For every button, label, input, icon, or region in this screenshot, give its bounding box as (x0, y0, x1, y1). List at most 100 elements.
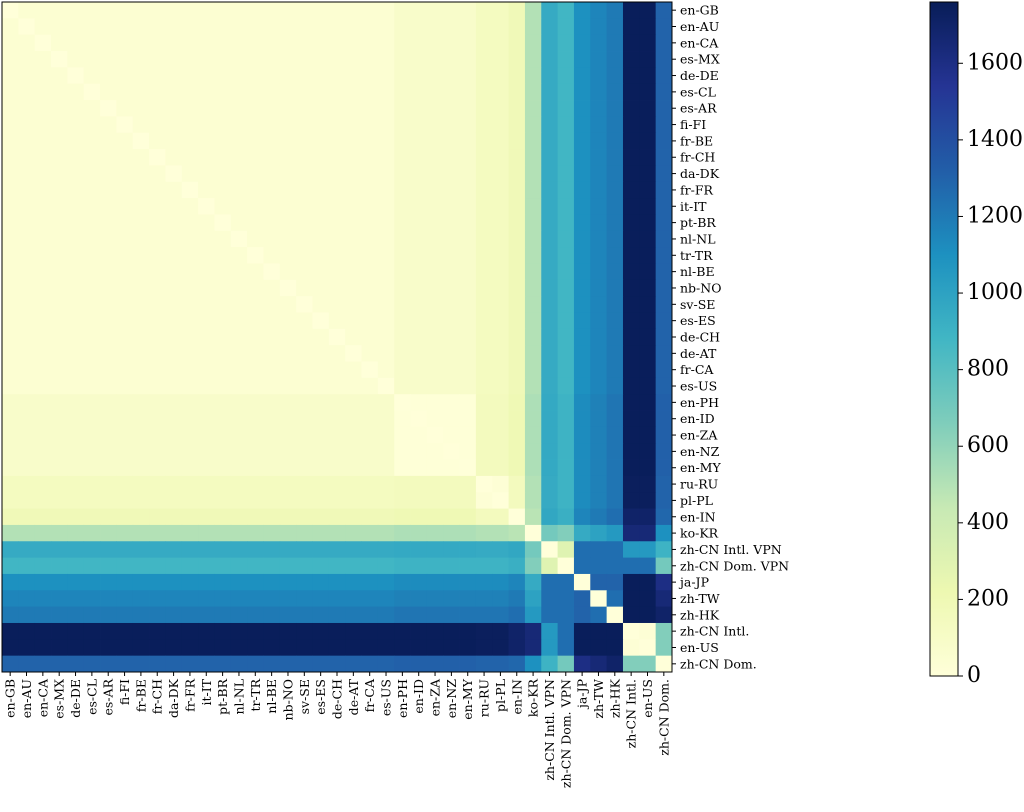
heatmap-cell (377, 34, 395, 52)
heatmap-cell (410, 475, 428, 493)
heatmap-cell (116, 459, 134, 477)
heatmap-cell (524, 508, 542, 526)
heatmap-cell (247, 67, 264, 85)
heatmap-cell (279, 573, 297, 591)
heatmap-cell (394, 573, 411, 591)
heatmap-cell (165, 622, 183, 640)
heatmap-cell (2, 67, 19, 85)
heatmap-cell (2, 590, 19, 608)
heatmap-cell (214, 312, 232, 330)
heatmap-cell (181, 345, 199, 362)
x-tick-label: es-ES (313, 679, 328, 715)
heatmap-cell (639, 214, 657, 232)
heatmap-cell (606, 377, 624, 395)
heatmap-cell (247, 296, 264, 313)
heatmap-cell (557, 622, 575, 640)
heatmap-cell (67, 214, 85, 232)
heatmap-cell (279, 394, 297, 411)
heatmap-cell (459, 541, 477, 559)
heatmap-cell (639, 475, 657, 493)
heatmap-cell (492, 263, 509, 281)
y-tick-label: es-US (680, 379, 717, 394)
heatmap-cell (459, 67, 477, 85)
heatmap-cell (345, 443, 362, 460)
heatmap-cell (524, 263, 542, 281)
heatmap-cell (524, 328, 542, 346)
heatmap-cell (2, 622, 19, 640)
heatmap-cell (51, 639, 68, 657)
x-tick-label: en-AU (19, 679, 34, 718)
heatmap-cell (377, 198, 395, 215)
heatmap-cell (51, 508, 68, 526)
heatmap-cell (475, 165, 493, 183)
heatmap-cell (149, 410, 166, 428)
heatmap-cell (508, 247, 526, 264)
heatmap-cell (116, 475, 134, 493)
heatmap-cell (655, 18, 673, 36)
heatmap-cell (296, 2, 313, 19)
heatmap-cell (263, 475, 281, 493)
heatmap-cell (541, 263, 559, 281)
heatmap-cell (655, 655, 673, 673)
heatmap-cell (524, 655, 542, 673)
heatmap-cell (51, 328, 68, 346)
heatmap-cell (230, 443, 248, 460)
heatmap-cell (541, 67, 559, 85)
heatmap-cell (459, 524, 477, 542)
heatmap-cell (263, 247, 281, 264)
y-tick-label: fr-BE (680, 133, 713, 148)
heatmap-cell (655, 328, 673, 346)
heatmap-cell (132, 67, 150, 85)
heatmap-cell (312, 426, 330, 444)
heatmap-cell (410, 426, 428, 444)
heatmap-cell (214, 590, 232, 608)
heatmap-cell (639, 279, 657, 297)
heatmap-cell (492, 165, 509, 183)
heatmap-cell (132, 2, 150, 19)
heatmap-cell (655, 51, 673, 68)
heatmap-cell (279, 345, 297, 362)
heatmap-cell (198, 247, 215, 264)
heatmap-cell (524, 296, 542, 313)
heatmap-cell (590, 328, 608, 346)
heatmap-cell (67, 655, 85, 673)
heatmap-cell (263, 230, 281, 248)
heatmap-cell (312, 361, 330, 379)
heatmap-cell (606, 394, 624, 411)
heatmap-cell (247, 443, 264, 460)
heatmap-cell (606, 361, 624, 379)
heatmap-cell (639, 492, 657, 509)
heatmap-cell (426, 328, 444, 346)
heatmap-cell (18, 34, 36, 52)
heatmap-cell (181, 426, 199, 444)
heatmap-cell (655, 459, 673, 477)
heatmap-cell (116, 34, 134, 52)
heatmap-cell (181, 541, 199, 559)
heatmap-cell (100, 426, 117, 444)
heatmap-cell (2, 34, 19, 52)
heatmap-cell (67, 279, 85, 297)
heatmap-cell (51, 475, 68, 493)
heatmap-cell (606, 263, 624, 281)
heatmap-cell (541, 475, 559, 493)
heatmap-cell (622, 426, 640, 444)
y-tick-label: nl-NL (680, 231, 716, 246)
heatmap-cell (426, 165, 444, 183)
heatmap-cell (361, 655, 379, 673)
heatmap-cell (475, 312, 493, 330)
heatmap-cell (606, 655, 624, 673)
heatmap-cell (426, 557, 444, 575)
heatmap-cell (214, 279, 232, 297)
heatmap-cell (590, 165, 608, 183)
heatmap-cell (247, 410, 264, 428)
heatmap-cell (426, 377, 444, 395)
heatmap-cell (410, 541, 428, 559)
heatmap-cell (524, 116, 542, 134)
heatmap-cell (655, 345, 673, 362)
heatmap-cell (214, 296, 232, 313)
heatmap-cell (590, 345, 608, 362)
heatmap-cell (34, 426, 52, 444)
heatmap-cell (83, 2, 101, 19)
heatmap-cell (149, 100, 166, 117)
heatmap-cell (263, 51, 281, 68)
